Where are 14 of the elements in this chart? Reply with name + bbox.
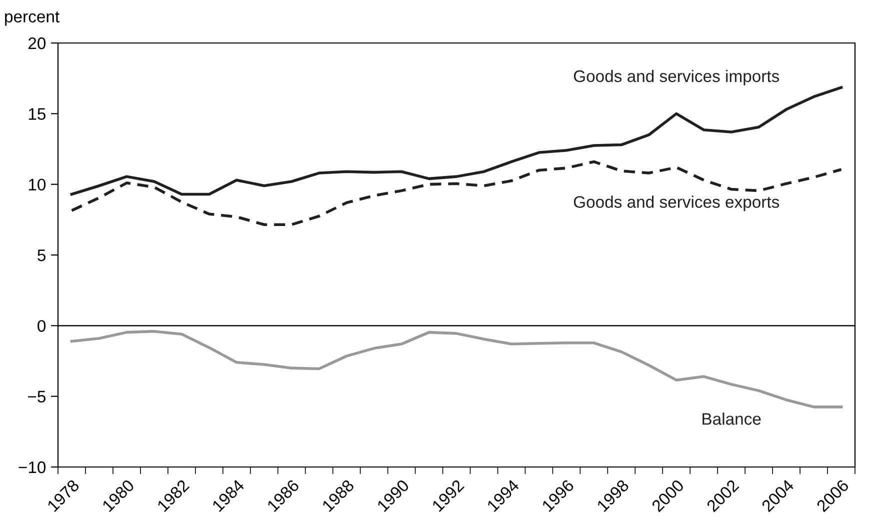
line-series: [70, 160, 843, 226]
line-series: [70, 330, 843, 408]
series-label: Goods and services exports: [574, 196, 780, 212]
y-tick-label: 0: [38, 320, 46, 332]
y-axis-title: percent: [5, 12, 60, 26]
y-tick-label: −10: [18, 461, 46, 474]
line-series: [70, 86, 843, 196]
y-tick-label: 10: [28, 178, 46, 191]
series-label: Goods and services imports: [574, 70, 780, 86]
y-tick-label: 5: [38, 250, 46, 262]
y-tick-label: 20: [28, 37, 46, 50]
y-tick-label: 15: [28, 108, 46, 120]
y-tick-label: −5: [28, 390, 46, 403]
series-label: Balance: [702, 412, 761, 425]
